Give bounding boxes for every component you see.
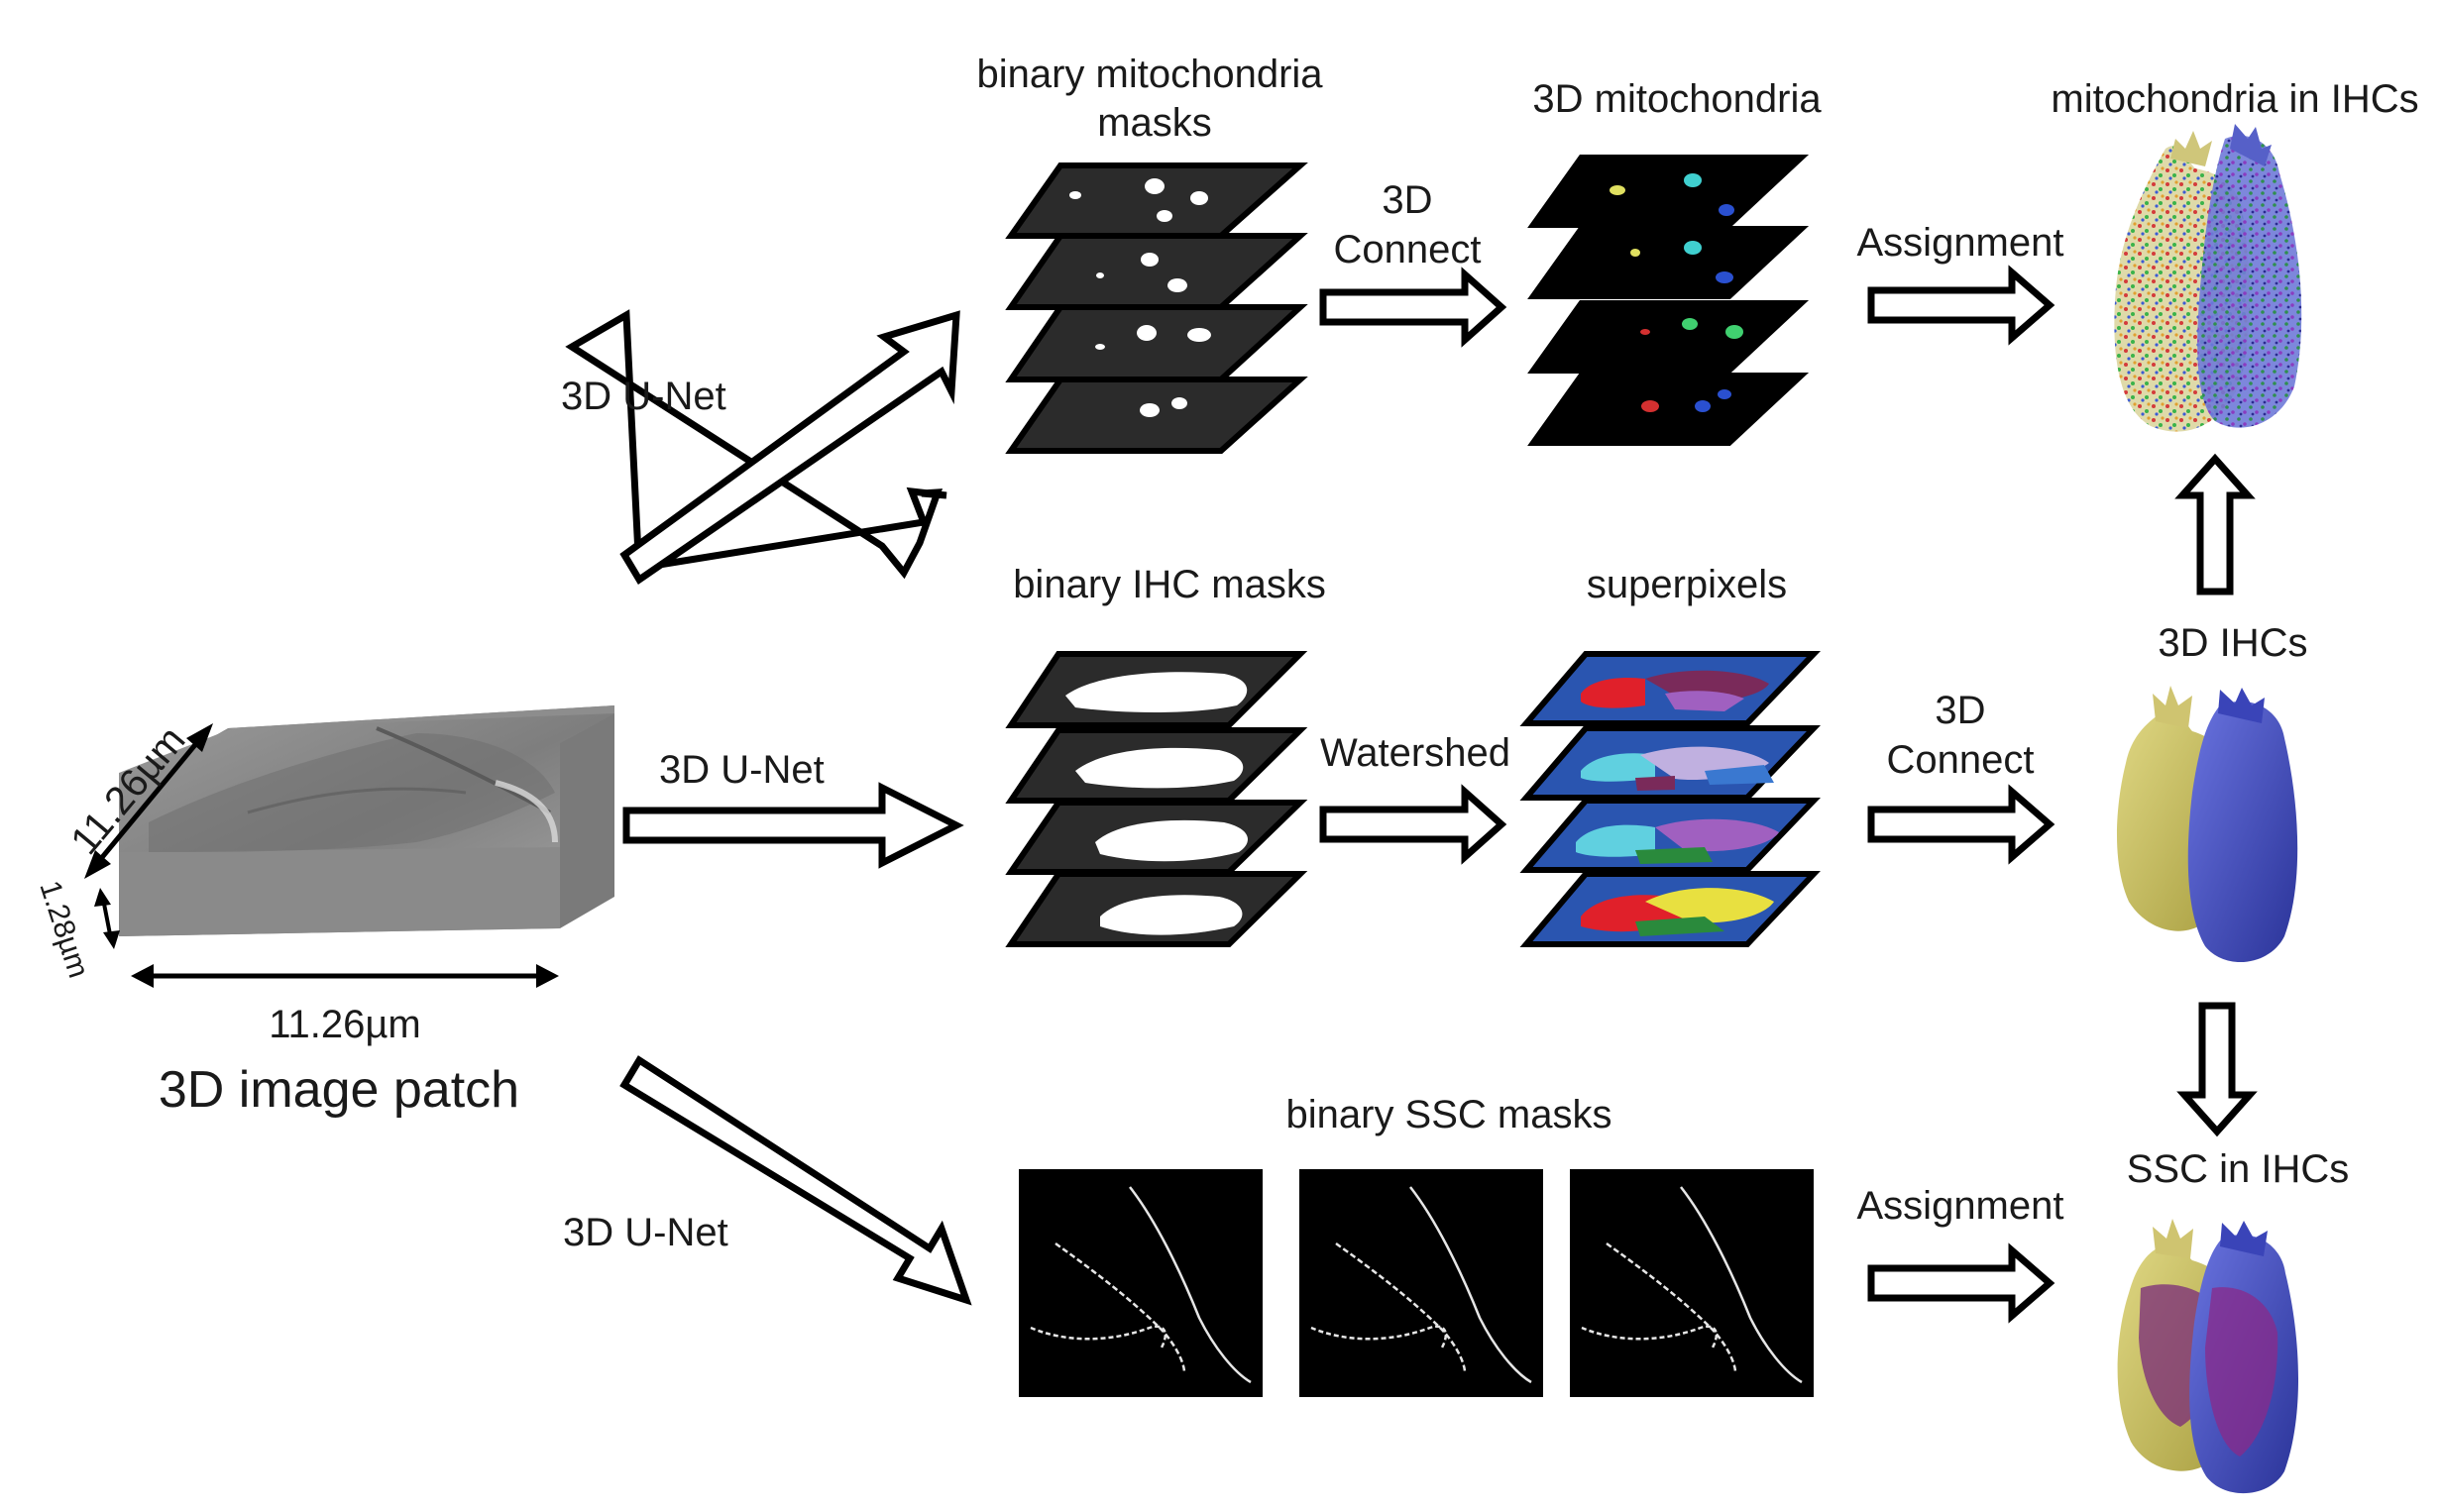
node-ihc-masks: binary IHC masks [1013, 563, 1326, 606]
input-caption: 3D image patch [159, 1061, 519, 1119]
ihc-3d-render [2116, 686, 2298, 963]
node-ihc-3d: 3D IHCs [2158, 621, 2307, 665]
node-superpixels: superpixels [1587, 563, 1787, 606]
arrow-connect-mid [1867, 784, 2055, 865]
edge-unet-top: 3D U-Net [561, 375, 726, 418]
edge-watershed: Watershed [1320, 731, 1510, 775]
mito-3d-stack [1527, 155, 1810, 446]
node-mito-masks-line2: masks [1097, 101, 1212, 145]
ihc-mask-stack [1005, 651, 1308, 947]
edge-assignment-bottom: Assignment [1857, 1184, 2064, 1228]
node-mito-3d: 3D mitochondria [1532, 77, 1822, 121]
edge-connect-top-line1: 3D [1382, 178, 1432, 222]
mito-mask-stack [1005, 162, 1308, 454]
node-mito-in-ihc: mitochondria in IHCs [2051, 77, 2418, 121]
ssc-in-ihc-render [2117, 1219, 2299, 1494]
node-ssc-in-ihc: SSC in IHCs [2127, 1147, 2350, 1191]
arrow-connect-top [1319, 267, 1507, 348]
edge-unet-mid: 3D U-Net [659, 748, 825, 792]
mito-in-ihc-render [2114, 124, 2302, 432]
arrow-watershed [1319, 784, 1507, 865]
arrow-assignment-bottom [1867, 1242, 2055, 1324]
arrow-unet-top-shaft [619, 310, 960, 585]
dim-height-label: 1.28µm [33, 877, 94, 982]
arrow-ihc-to-ssc [2176, 1002, 2258, 1137]
dimension-arrows [84, 723, 559, 988]
arrow-ihc-to-mito [2174, 453, 2256, 595]
edge-unet-bottom: 3D U-Net [563, 1211, 728, 1254]
ssc-mask-panels [1019, 1169, 1814, 1397]
arrow-unet-mid [622, 782, 964, 869]
edge-connect-mid-line1: 3D [1935, 689, 1985, 732]
edge-connect-top-line2: Connect [1334, 228, 1482, 271]
arrow-assignment-top [1867, 265, 2055, 346]
node-ssc-masks: binary SSC masks [1286, 1093, 1612, 1136]
input-volume [119, 705, 614, 936]
dim-width-label: 11.26µm [269, 1003, 421, 1046]
superpixel-stack [1519, 651, 1822, 947]
edge-connect-mid-line2: Connect [1887, 738, 2035, 782]
arrow-unet-bottom [619, 1055, 972, 1306]
arrow-unet-top [565, 309, 947, 581]
edge-assignment-top: Assignment [1857, 221, 2064, 265]
node-mito-masks-line1: binary mitochondria [976, 53, 1323, 96]
